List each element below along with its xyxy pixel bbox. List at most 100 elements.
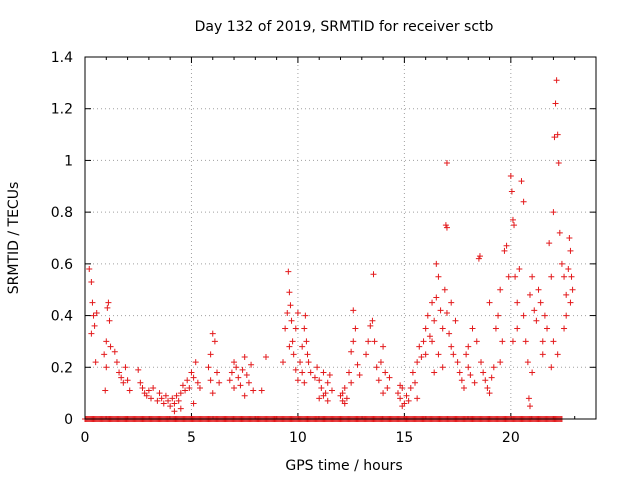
data-point [490, 364, 497, 371]
data-point [446, 330, 453, 337]
data-point [158, 395, 165, 402]
data-point [173, 392, 180, 399]
data-point [373, 364, 380, 371]
data-point [287, 302, 294, 309]
x-tick-label: 20 [502, 430, 520, 446]
y-ticks: 0 0.2 0.4 0.6 0.8 1 1.2 1.4 [51, 50, 596, 428]
data-point [348, 348, 355, 355]
y-tick-label: 1.2 [51, 102, 73, 118]
data-point [324, 379, 331, 386]
data-point [429, 338, 436, 345]
data-point [303, 338, 310, 345]
data-point [175, 397, 182, 404]
y-tick-label: 0.6 [51, 257, 73, 273]
data-point [499, 338, 506, 345]
data-point [441, 286, 448, 293]
data-point [241, 353, 248, 360]
data-point [375, 377, 382, 384]
data-point [495, 312, 502, 319]
data-point [514, 325, 521, 332]
plot-frame [84, 56, 597, 420]
data-point [171, 400, 178, 407]
data-point [339, 390, 346, 397]
data-point [156, 390, 163, 397]
data-point [529, 369, 536, 376]
data-point [188, 369, 195, 376]
data-point [341, 384, 348, 391]
data-points [82, 77, 576, 422]
data-point [386, 374, 393, 381]
data-point [107, 343, 114, 350]
data-point [186, 384, 193, 391]
data-point [433, 260, 440, 267]
data-point [525, 395, 532, 402]
data-point [285, 268, 292, 275]
data-point [463, 351, 470, 358]
data-point [297, 359, 304, 366]
data-point [102, 387, 109, 394]
data-point [350, 307, 357, 314]
data-point [516, 266, 523, 273]
data-point [497, 286, 504, 293]
grid [85, 57, 596, 419]
data-point [207, 351, 214, 358]
data-point [301, 379, 308, 386]
data-point [184, 377, 191, 384]
data-point [414, 359, 421, 366]
data-point [316, 395, 323, 402]
data-point [377, 359, 384, 366]
data-point [262, 353, 269, 360]
data-point [548, 273, 555, 280]
data-point [531, 307, 538, 314]
data-point [320, 392, 327, 399]
chart-title: Day 132 of 2019, SRMTID for receiver sct… [195, 19, 494, 35]
data-point [92, 359, 99, 366]
data-point [139, 384, 146, 391]
y-tick-label: 1 [64, 153, 73, 169]
data-point [539, 351, 546, 358]
data-point [550, 338, 557, 345]
data-point [448, 299, 455, 306]
data-point [551, 134, 558, 141]
data-point [465, 364, 472, 371]
x-tick-label: 0 [81, 430, 90, 446]
data-point [290, 351, 297, 358]
data-point [111, 348, 118, 355]
data-point [352, 325, 359, 332]
data-point [442, 222, 449, 229]
data-point [196, 384, 203, 391]
data-point [226, 377, 233, 384]
data-point [403, 392, 410, 399]
data-point [443, 309, 450, 316]
data-point [476, 253, 483, 260]
data-point [458, 377, 465, 384]
data-point [397, 382, 404, 389]
data-point [511, 222, 518, 229]
data-point [546, 240, 553, 247]
data-point [318, 384, 325, 391]
data-point [231, 359, 238, 366]
data-point [214, 369, 221, 376]
data-point [301, 325, 308, 332]
data-point [486, 299, 493, 306]
data-point [405, 397, 412, 404]
data-point [365, 338, 372, 345]
data-point [148, 395, 155, 402]
data-point [397, 395, 404, 402]
data-point [555, 160, 562, 167]
data-point [488, 374, 495, 381]
data-point [124, 377, 131, 384]
data-point [286, 343, 293, 350]
data-point [380, 390, 387, 397]
data-point [177, 390, 184, 397]
data-point [512, 273, 519, 280]
data-point [544, 325, 551, 332]
data-point [565, 266, 572, 273]
data-point [520, 312, 527, 319]
data-point [478, 359, 485, 366]
data-point [563, 291, 570, 298]
data-point [424, 312, 431, 319]
data-point [205, 364, 212, 371]
data-point [509, 216, 516, 223]
